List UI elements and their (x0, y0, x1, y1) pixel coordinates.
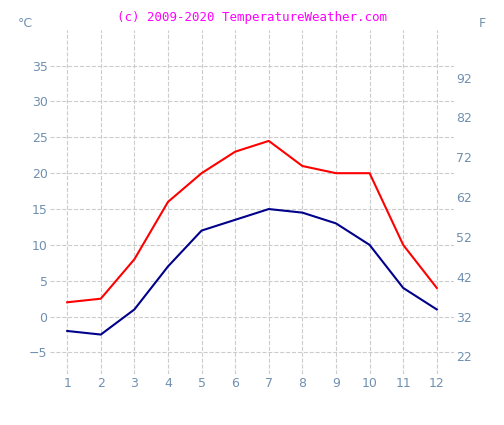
Text: (c) 2009-2020 TemperatureWeather.com: (c) 2009-2020 TemperatureWeather.com (117, 11, 387, 24)
Text: F: F (479, 17, 486, 30)
Text: °C: °C (18, 17, 33, 30)
